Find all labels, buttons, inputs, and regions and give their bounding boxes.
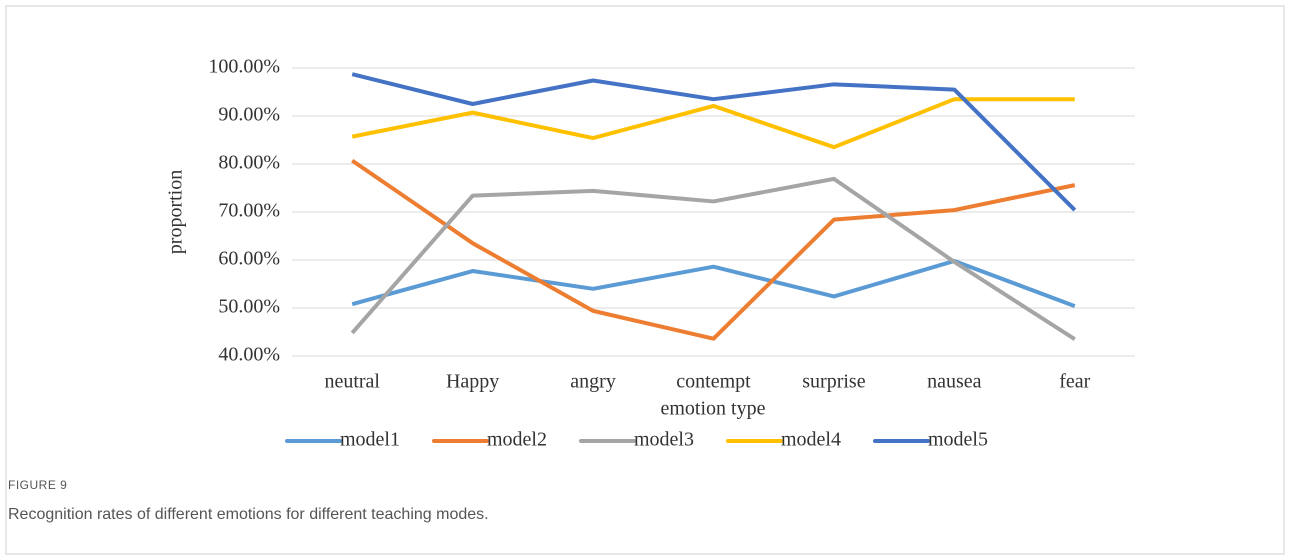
y-tick-label: 80.00% <box>218 152 280 174</box>
y-tick-label: 100.00% <box>208 56 280 78</box>
y-tick-label: 90.00% <box>218 104 280 126</box>
y-tick-label: 40.00% <box>218 344 280 366</box>
x-tick-label: neutral <box>324 371 380 393</box>
x-axis-label: emotion type <box>661 398 766 420</box>
y-tick-label: 70.00% <box>218 200 280 222</box>
x-tick-label: angry <box>570 371 616 393</box>
figure-label: FIGURE 9 <box>8 478 67 492</box>
x-tick-label: Happy <box>446 371 499 393</box>
series-line <box>350 176 1076 341</box>
legend-label: model5 <box>928 429 988 451</box>
y-axis-label: proportion <box>165 170 187 254</box>
x-tick-label: contempt <box>676 371 751 393</box>
figure-border <box>5 5 1285 555</box>
legend-label: model1 <box>340 429 400 451</box>
series-line <box>351 72 1077 212</box>
legend-label: model2 <box>487 429 547 451</box>
legend-label: model4 <box>781 429 841 451</box>
y-tick-label: 50.00% <box>218 296 280 318</box>
x-tick-label: fear <box>1059 371 1090 393</box>
caption: Recognition rates of different emotions … <box>8 506 489 523</box>
y-tick-label: 60.00% <box>218 248 280 270</box>
series-line <box>351 158 1076 341</box>
x-tick-label: nausea <box>927 371 982 393</box>
series-line <box>351 97 1075 150</box>
legend-label: model3 <box>634 429 694 451</box>
x-tick-label: surprise <box>802 371 865 393</box>
